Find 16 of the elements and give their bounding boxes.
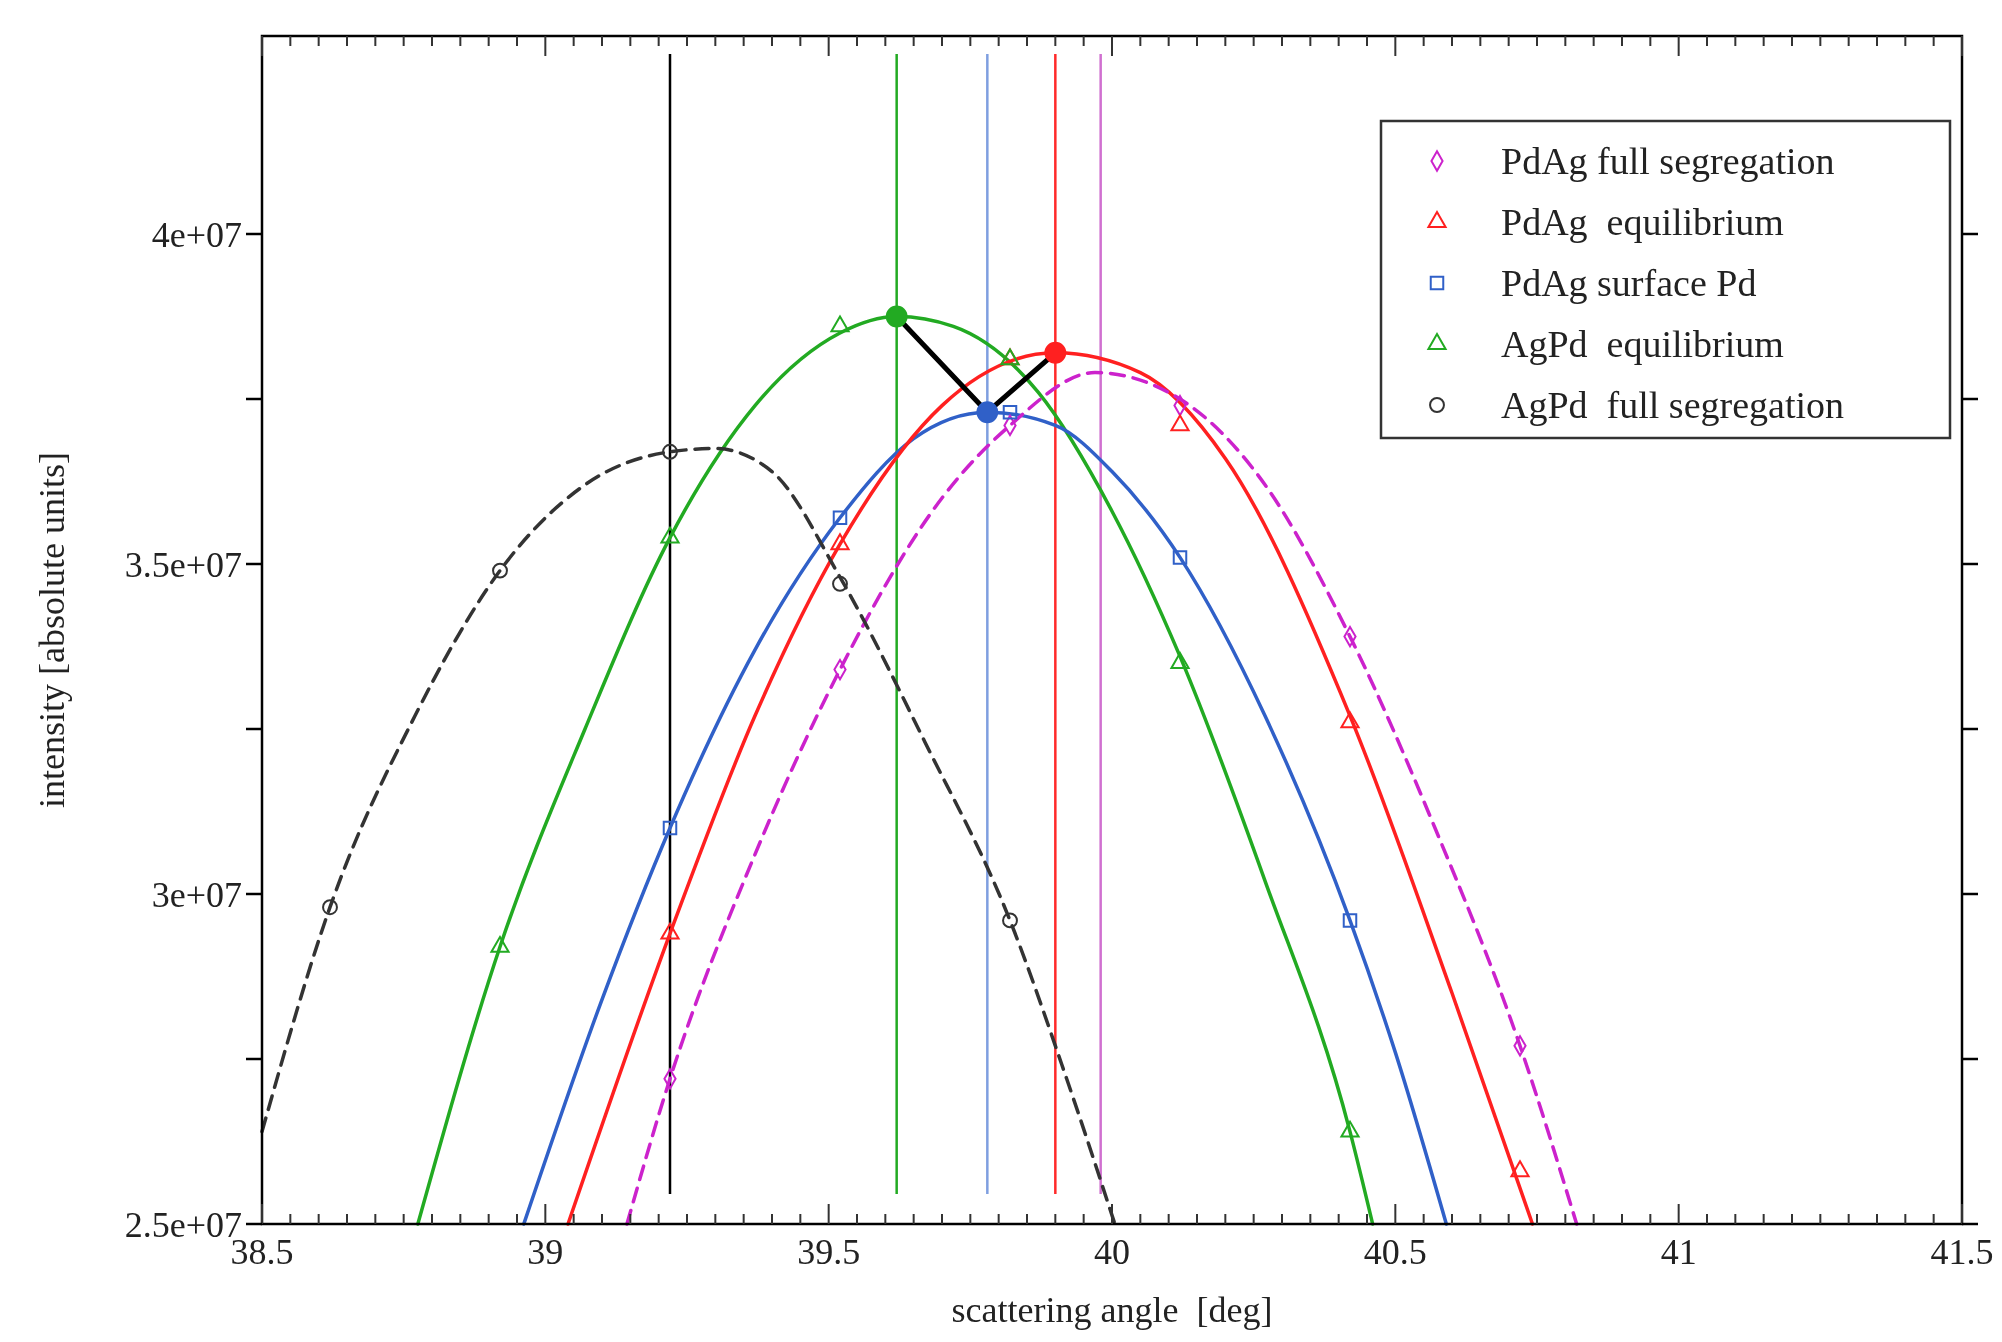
y-tick-label: 3.5e+07: [124, 544, 242, 585]
legend-label: PdAg surface Pd: [1501, 262, 1757, 305]
legend-label: PdAg equilibrium: [1501, 201, 1784, 244]
x-tick-label: 40: [1094, 1232, 1130, 1272]
x-tick-label: 39: [527, 1232, 564, 1272]
y-tick-label: 4e+07: [151, 214, 242, 255]
legend-label: AgPd full segregation: [1501, 384, 1845, 427]
x-tick-label: 41: [1660, 1232, 1697, 1272]
x-tick-label: 40.5: [1363, 1232, 1427, 1272]
y-tick-label: 3e+07: [151, 874, 242, 915]
legend-label: AgPd equilibrium: [1501, 323, 1784, 366]
x-tick-label: 39.5: [797, 1232, 861, 1272]
x-tick-label: 41.5: [1930, 1232, 1994, 1272]
y-axis-title: intensity [absolute units]: [32, 452, 72, 808]
legend-label: PdAg full segregation: [1501, 140, 1835, 183]
x-axis-title: scattering angle [deg]: [951, 1290, 1273, 1330]
